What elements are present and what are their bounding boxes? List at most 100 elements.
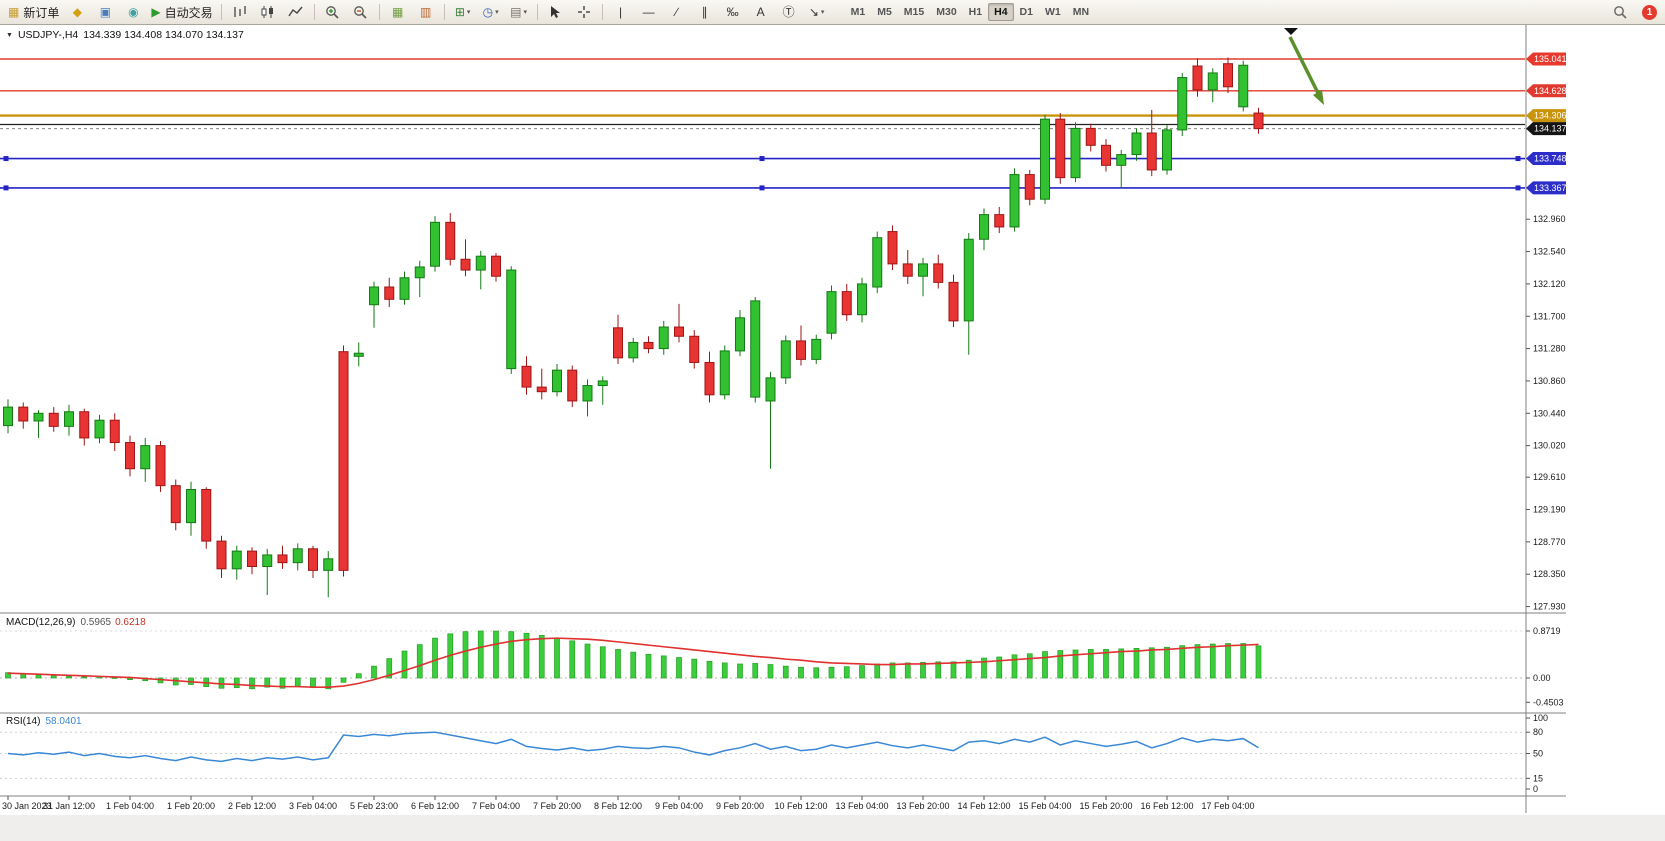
text-tool-icon: A	[756, 5, 765, 19]
rsi-panel	[0, 731, 1525, 779]
vline-tool-icon: |	[619, 5, 623, 19]
macd-histogram-bar	[737, 663, 743, 679]
macd-histogram-bar	[371, 665, 377, 679]
svg-text:132.540: 132.540	[1533, 247, 1566, 257]
svg-text:13 Feb 04:00: 13 Feb 04:00	[835, 801, 888, 811]
macd-histogram-bar	[340, 677, 347, 683]
autotrading-button[interactable]: ▶ 自动交易	[147, 1, 216, 23]
line-handle[interactable]	[3, 156, 9, 162]
svg-text:7 Feb 04:00: 7 Feb 04:00	[472, 801, 520, 811]
svg-text:-0.4503: -0.4503	[1533, 697, 1564, 707]
macd-main-value: 0.5965	[80, 617, 112, 628]
chart-title: ▼ USDJPY-,H4 134.339 134.408 134.070 134…	[6, 29, 244, 41]
timeframe-m1[interactable]: M1	[850, 6, 866, 18]
crosshair-button[interactable]	[570, 1, 598, 23]
svg-text:16 Feb 12:00: 16 Feb 12:00	[1140, 801, 1193, 811]
zoom-out-button[interactable]	[347, 1, 375, 23]
globe-icon-icon: ◉	[128, 5, 139, 19]
macd-histogram-bar	[920, 662, 926, 679]
profiles-icon-button[interactable]: ◆	[63, 1, 91, 23]
line-handle[interactable]	[759, 185, 765, 191]
bar-chart-type-button[interactable]	[226, 1, 254, 23]
chart-canvas[interactable]: 132.960 132.540 132.120 131.700 131.280 130.8…	[0, 25, 1665, 841]
svg-text:130.440: 130.440	[1533, 408, 1566, 418]
svg-text:100: 100	[1533, 713, 1548, 723]
svg-text:15 Feb 04:00: 15 Feb 04:00	[1018, 801, 1071, 811]
macd-histogram-bar	[508, 631, 515, 679]
line-chart-type-button[interactable]	[282, 1, 310, 23]
macd-histogram-bar	[1087, 649, 1094, 679]
channel-tool-button[interactable]: ∥	[691, 1, 719, 23]
macd-histogram-bar	[249, 677, 255, 690]
macd-histogram-bar	[66, 676, 72, 679]
timeframe-h1[interactable]: H1	[968, 6, 983, 18]
zoom-in-button[interactable]	[319, 1, 347, 23]
svg-text:131.700: 131.700	[1533, 311, 1566, 321]
trend-arrow[interactable]	[1288, 36, 1320, 94]
timeframe-m30[interactable]: M30	[936, 6, 957, 18]
svg-text:131.280: 131.280	[1533, 344, 1566, 354]
charts-icon-button[interactable]: ▣	[91, 1, 119, 23]
timeframe-w1[interactable]: W1	[1044, 6, 1061, 18]
periods-button[interactable]: ◷ ▾	[477, 1, 505, 23]
svg-text:7 Feb 20:00: 7 Feb 20:00	[533, 801, 581, 811]
globe-icon-button[interactable]: ◉	[119, 1, 147, 23]
svg-text:13 Feb 20:00: 13 Feb 20:00	[896, 801, 949, 811]
macd-histogram-bar	[798, 666, 804, 679]
vline-tool-button[interactable]: |	[607, 1, 635, 23]
timeframe-m15[interactable]: M15	[903, 6, 925, 18]
arrows-tool-button[interactable]: ↘ ▾	[803, 1, 831, 23]
notification-badge[interactable]: 1	[1642, 4, 1657, 20]
label-tool-button[interactable]: Ⓣ	[775, 1, 803, 23]
hline-tool-icon: —	[642, 5, 655, 19]
macd-histogram-bar	[1011, 654, 1018, 679]
line-handle[interactable]	[3, 185, 9, 191]
candlestick-type-button[interactable]	[254, 1, 282, 23]
price-axis[interactable]	[1526, 218, 1530, 608]
svg-text:134.628: 134.628	[1534, 86, 1567, 96]
line-handle[interactable]	[759, 156, 765, 162]
svg-text:9 Feb 20:00: 9 Feb 20:00	[716, 801, 764, 811]
text-tool-button[interactable]: A	[747, 1, 775, 23]
macd-histogram-bar	[630, 651, 637, 679]
fibonacci-tool-button[interactable]: ‰	[719, 1, 747, 23]
templates-button[interactable]: ▤ ▾	[505, 1, 533, 23]
new-order-button[interactable]: ▦ 新订单	[4, 1, 63, 23]
macd-histogram-bar	[615, 649, 621, 679]
timeframe-h4[interactable]: H4	[988, 3, 1014, 21]
line-handle[interactable]	[1515, 185, 1521, 191]
collapse-panel-icon[interactable]: ▼	[6, 31, 13, 39]
indicators-button[interactable]: ⊞ ▾	[449, 1, 477, 23]
svg-text:130.860: 130.860	[1533, 376, 1566, 386]
macd-histogram-bar	[660, 655, 667, 679]
cursor-button[interactable]	[542, 1, 570, 23]
hline-tool-button[interactable]: —	[635, 1, 663, 23]
svg-text:30 Jan 2023: 30 Jan 2023	[2, 801, 52, 811]
svg-text:132.120: 132.120	[1533, 279, 1566, 289]
tile-windows-button[interactable]: ▦	[384, 1, 412, 23]
macd-histogram-bar	[233, 677, 240, 689]
macd-signal-line	[7, 637, 1259, 688]
timeframe-d1[interactable]: D1	[1019, 6, 1033, 18]
timeframe-m5[interactable]: M5	[877, 6, 892, 18]
macd-histogram-bar	[1103, 649, 1109, 679]
line-handle[interactable]	[1515, 156, 1521, 162]
macd-histogram-bar	[721, 662, 728, 679]
price-badge	[1526, 152, 1566, 166]
macd-histogram-bar	[1240, 643, 1247, 679]
time-axis[interactable]	[7, 796, 1229, 800]
macd-histogram-bar	[813, 667, 820, 679]
macd-name: MACD(12,26,9)	[6, 617, 76, 628]
macd-histogram-bar	[1225, 643, 1231, 679]
arrange-windows-button[interactable]: ▥	[412, 1, 440, 23]
timeframe-mn[interactable]: MN	[1072, 6, 1090, 18]
rsi-value: 58.0401	[45, 716, 82, 727]
search-icon[interactable]	[1606, 1, 1634, 23]
svg-text:2 Feb 12:00: 2 Feb 12:00	[228, 801, 276, 811]
periods-icon: ◷	[482, 5, 494, 19]
triangle-marker[interactable]	[1284, 28, 1298, 35]
trendline-tool-button[interactable]: ∕	[663, 1, 691, 23]
trend-arrow-head[interactable]	[1313, 90, 1324, 105]
profiles-icon-icon: ◆	[72, 5, 82, 19]
